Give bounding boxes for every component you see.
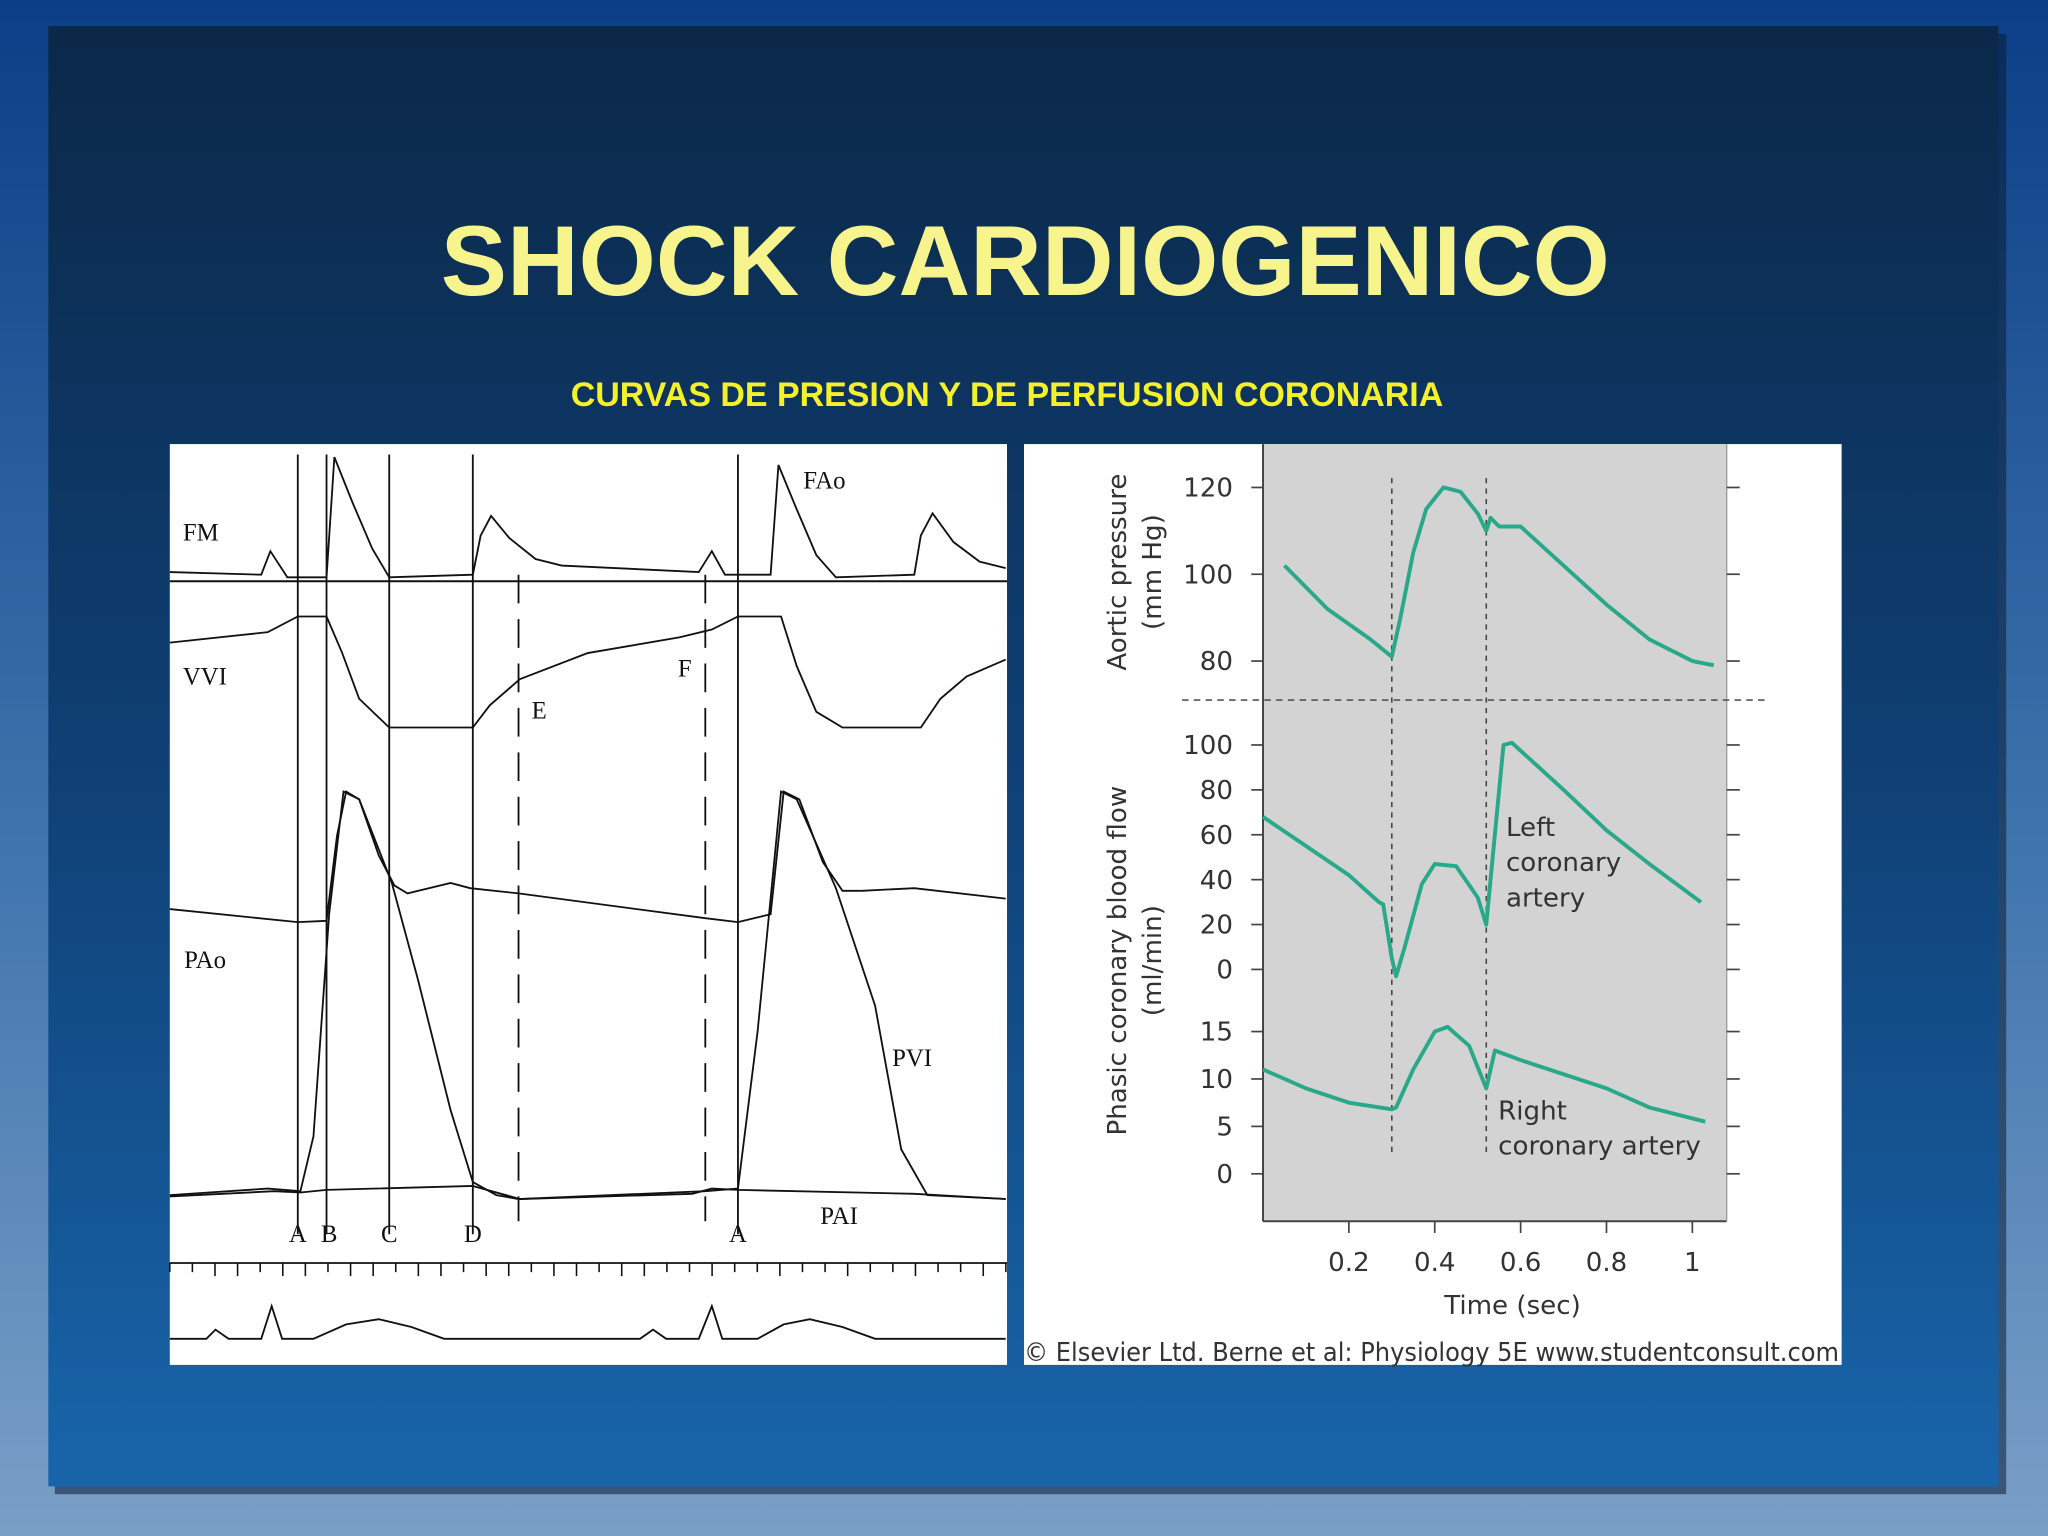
y-tick-label: 120 (1183, 474, 1233, 504)
curve-label: VVI (183, 663, 227, 690)
curve-label: FAo (803, 467, 845, 494)
event-label: A (729, 1221, 747, 1248)
credit: © Elsevier Ltd. Berne et al: Physiology … (1024, 1338, 1839, 1368)
annotation: artery (1506, 883, 1585, 913)
annotation: coronary artery (1498, 1132, 1701, 1162)
x-tick-label: 0.4 (1414, 1248, 1456, 1278)
annotation: Left (1506, 813, 1555, 843)
event-label: D (464, 1221, 482, 1248)
title: SHOCK CARDIOGENICO (441, 206, 1610, 317)
vvi-curve (169, 615, 1007, 729)
time-scale-ticks (169, 1263, 1007, 1277)
x-tick-label: 0.2 (1328, 1248, 1370, 1278)
event-label: A (289, 1221, 307, 1248)
y-tick-label: 40 (1200, 866, 1233, 896)
annotation: Right (1498, 1096, 1567, 1126)
y-tick-label: 15 (1200, 1018, 1233, 1048)
event-lines (296, 454, 739, 1235)
event-label: B (321, 1221, 338, 1248)
flow-curve (1262, 1024, 1706, 1124)
x-tick-label: 0.8 (1586, 1248, 1628, 1278)
curve-label: PAI (820, 1203, 858, 1230)
y-tick-label: 60 (1200, 821, 1233, 851)
event-label: E (532, 697, 547, 724)
curve-label: PAo (184, 947, 226, 974)
curve-label: FM (183, 520, 219, 547)
y-axis-label: (ml/min) (1138, 905, 1168, 1016)
annotation: coronary (1506, 848, 1621, 878)
figure-background (169, 444, 1008, 1365)
x-tick-label: 0.6 (1500, 1248, 1542, 1278)
fm-curve (169, 456, 1006, 579)
y-axis-label: Phasic coronary blood flow (1103, 786, 1133, 1136)
y-axis-label: (mm Hg) (1138, 514, 1168, 630)
left-figure: FM FAo VVI E F PAo PVI PAI A B C D A (169, 444, 1008, 1365)
y-tick-label: 80 (1200, 776, 1233, 806)
y-tick-label: 20 (1200, 911, 1233, 941)
curve-label: PVI (892, 1045, 932, 1072)
y-tick-label: 100 (1183, 731, 1233, 761)
x-axis-label: Time (sec) (1443, 1291, 1581, 1321)
pai-curve (169, 1185, 1006, 1200)
y-tick-label: 0 (1216, 956, 1233, 986)
event-label: F (678, 656, 692, 683)
ecg-curve (169, 1303, 1006, 1340)
flow-curve (1261, 740, 1703, 979)
right-figure: Time (sec) © Elsevier Ltd. Berne et al: … (1024, 444, 1842, 1368)
pvi-curve (169, 790, 1006, 1200)
y-tick-label: 100 (1183, 560, 1233, 590)
flow-curve (1283, 485, 1715, 668)
subtitle: CURVAS DE PRESION Y DE PERFUSION CORONAR… (571, 376, 1443, 414)
y-tick-label: 80 (1200, 647, 1233, 677)
y-axis-label: Aortic pressure (1103, 474, 1133, 671)
y-tick-label: 0 (1216, 1160, 1233, 1190)
x-tick-label: 1 (1684, 1248, 1701, 1278)
event-label: C (381, 1221, 398, 1248)
y-tick-label: 10 (1200, 1065, 1233, 1095)
y-tick-label: 5 (1216, 1113, 1233, 1143)
